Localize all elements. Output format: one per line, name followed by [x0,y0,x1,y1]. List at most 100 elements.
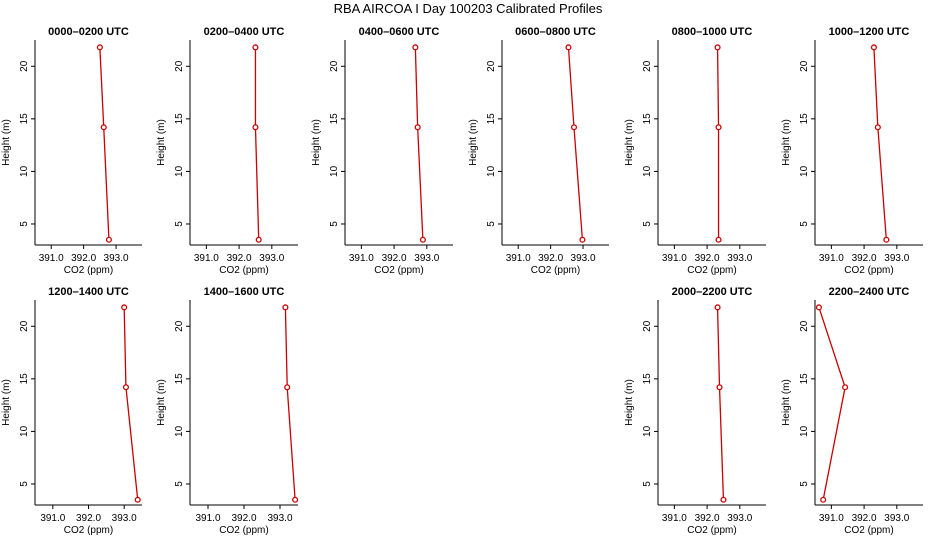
x-tick-label: 392.0 [695,513,720,524]
data-point [714,304,721,311]
x-tick-label: 391.0 [819,253,844,264]
y-axis-label: Height (m) [1,119,12,166]
y-tick-label: 10 [486,165,497,177]
profile-line [716,307,725,500]
panel-title: 0000–0200 UTC [48,26,129,38]
y-tick-label: 5 [19,221,30,227]
x-tick-label: 392.0 [71,253,96,264]
y-tick-label: 20 [19,320,30,332]
profile-line [99,47,110,240]
data-point [134,496,141,503]
y-axis-label: Height (m) [1,379,12,426]
y-tick-label: 20 [799,60,810,72]
y-tick-label: 10 [19,165,30,177]
x-tick-label: 391.0 [506,253,531,264]
y-tick-label: 15 [486,113,497,125]
data-point [820,496,827,503]
x-tick-label: 391.0 [195,513,220,524]
x-tick-label: 391.0 [662,513,687,524]
x-tick-label: 393.0 [104,253,129,264]
y-tick-label: 15 [799,373,810,385]
x-tick-label: 391.0 [40,513,65,524]
data-point [105,236,112,243]
x-tick-label: 393.0 [414,253,439,264]
y-tick-label: 5 [642,481,653,487]
y-tick-label: 10 [174,165,185,177]
x-tick-label: 393.0 [884,513,909,524]
y-tick-label: 10 [329,165,340,177]
profile-line [567,47,584,240]
x-tick-label: 391.0 [39,253,64,264]
x-tick-label: 393.0 [727,253,752,264]
data-point [419,236,426,243]
data-point [565,44,572,51]
data-point [715,124,722,131]
x-axis-label: CO2 (ppm) [531,265,580,276]
x-tick-label: 392.0 [695,253,720,264]
panel-title: 0400–0600 UTC [359,26,440,38]
x-axis-label: CO2 (ppm) [844,525,893,536]
y-tick-label: 20 [642,60,653,72]
y-tick-label: 5 [486,221,497,227]
panel-title: 1200–1400 UTC [48,286,129,298]
y-tick-label: 20 [329,60,340,72]
y-tick-label: 10 [799,425,810,437]
data-point [412,44,419,51]
x-axis-label: CO2 (ppm) [64,265,113,276]
profile-line [873,47,887,240]
y-axis-label: Height (m) [156,119,167,166]
y-tick-label: 20 [19,60,30,72]
data-point [883,236,890,243]
data-point [714,44,721,51]
y-tick-label: 5 [799,221,810,227]
panel-title: 2000–2200 UTC [672,286,753,298]
data-point [720,496,727,503]
x-axis-label: CO2 (ppm) [844,265,893,276]
figure-title: RBA AIRCOA I Day 100203 Calibrated Profi… [334,1,603,16]
x-tick-label: 392.0 [231,513,256,524]
x-tick-label: 393.0 [727,513,752,524]
y-tick-label: 15 [19,373,30,385]
data-point [122,384,129,391]
x-tick-label: 392.0 [76,513,101,524]
data-point [874,124,881,131]
x-tick-label: 391.0 [662,253,687,264]
panel-title: 1000–1200 UTC [829,26,910,38]
panel-title: 0200–0400 UTC [204,26,285,38]
data-point [284,384,291,391]
y-axis-label: Height (m) [781,119,792,166]
y-axis-label: Height (m) [624,119,635,166]
data-point [715,236,722,243]
x-tick-label: 393.0 [267,513,292,524]
profile-line [818,307,846,500]
y-tick-label: 5 [799,481,810,487]
y-axis-label: Height (m) [468,119,479,166]
data-point [292,496,299,503]
y-axis-label: Height (m) [156,379,167,426]
y-tick-label: 15 [19,113,30,125]
x-tick-label: 392.0 [852,253,877,264]
y-tick-label: 10 [799,165,810,177]
y-tick-label: 15 [174,113,185,125]
panel-title: 0800–1000 UTC [672,26,753,38]
x-tick-label: 393.0 [884,253,909,264]
data-point [252,44,259,51]
x-tick-label: 392.0 [227,253,252,264]
data-point [815,304,822,311]
data-point [252,124,259,131]
y-tick-label: 15 [642,373,653,385]
data-point [870,44,877,51]
y-tick-label: 20 [174,320,185,332]
y-tick-label: 15 [642,113,653,125]
x-tick-label: 393.0 [571,253,596,264]
data-point [570,124,578,131]
profile-line [284,307,296,500]
